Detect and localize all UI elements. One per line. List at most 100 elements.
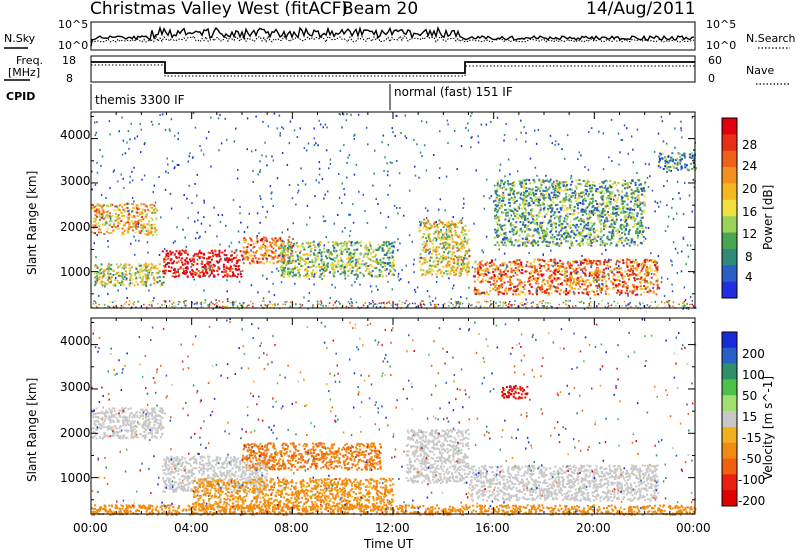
power-cell xyxy=(639,201,642,204)
power-noise-cell xyxy=(607,187,609,190)
power-cell xyxy=(532,214,535,217)
power-cell xyxy=(572,261,575,264)
power-cell xyxy=(607,293,610,296)
power-cell xyxy=(628,242,631,245)
power-cell xyxy=(564,181,567,184)
power-cell xyxy=(565,235,568,238)
power-cell xyxy=(209,251,212,254)
power-cell xyxy=(677,160,680,163)
power-cell xyxy=(518,179,521,182)
power-cell xyxy=(501,263,504,266)
power-cell xyxy=(568,263,571,266)
power-cell xyxy=(641,267,644,270)
power-cell xyxy=(615,291,618,294)
cpid-label: CPID xyxy=(6,90,35,103)
power-cell xyxy=(460,258,463,261)
power-cell xyxy=(542,279,545,282)
power-cell xyxy=(117,218,120,221)
power-cell xyxy=(570,264,573,267)
power-cell xyxy=(124,263,127,266)
power-cell xyxy=(440,236,443,239)
power-cell xyxy=(596,214,599,217)
power-cell xyxy=(440,260,443,263)
power-cell xyxy=(99,269,102,272)
power-cell xyxy=(281,264,284,267)
power-cell xyxy=(596,272,599,275)
power-cell xyxy=(528,272,531,275)
power-cell xyxy=(178,273,181,276)
power-cell xyxy=(515,289,518,292)
power-cell xyxy=(512,269,515,272)
power-cell xyxy=(558,220,561,223)
power-cell xyxy=(593,276,596,279)
power-cell xyxy=(521,218,524,221)
power-cell xyxy=(283,245,286,248)
power-cell xyxy=(637,194,640,197)
power-cell xyxy=(105,214,108,217)
power-cell xyxy=(501,224,504,227)
power-cell xyxy=(237,259,240,262)
power-cell xyxy=(583,221,586,224)
power-cell xyxy=(103,273,106,276)
power-cell xyxy=(165,253,168,256)
power-cell xyxy=(95,208,98,211)
power-cell xyxy=(538,276,541,279)
power-cell xyxy=(466,263,469,266)
power-cell xyxy=(640,279,643,282)
power-cell xyxy=(281,266,284,269)
power-cell xyxy=(114,273,117,276)
power-cell xyxy=(435,246,438,249)
power-noise-cell xyxy=(570,174,573,177)
power-cell xyxy=(613,221,616,224)
power-cell xyxy=(612,209,615,212)
power-cell xyxy=(380,261,383,264)
power-cell xyxy=(511,182,514,185)
power-cell xyxy=(588,272,591,275)
power-cell xyxy=(282,262,285,265)
power-cell xyxy=(333,275,336,278)
power-cell xyxy=(541,241,544,244)
power-noise-cell xyxy=(505,123,507,126)
power-cell xyxy=(144,262,147,265)
power-cell xyxy=(555,270,558,273)
power-cell xyxy=(474,262,477,265)
power-cell xyxy=(534,204,537,207)
power-cell xyxy=(612,206,615,209)
power-cell xyxy=(127,231,130,234)
power-cell xyxy=(581,208,584,211)
power-cell xyxy=(533,277,536,280)
power-cell xyxy=(158,263,161,266)
power-cell xyxy=(582,243,585,246)
power-cell xyxy=(546,234,549,237)
power-cell xyxy=(593,235,596,238)
power-cell xyxy=(529,228,532,231)
power-cell xyxy=(528,228,531,231)
power-cell xyxy=(574,190,577,193)
power-cell xyxy=(141,215,144,218)
power-cell xyxy=(232,274,235,277)
power-cell xyxy=(625,183,628,186)
power-cell xyxy=(299,256,302,259)
power-noise-cell xyxy=(610,234,613,237)
power-cell xyxy=(610,242,613,245)
power-noise-cell xyxy=(518,207,521,210)
power-cell xyxy=(152,208,155,211)
power-cell xyxy=(640,216,643,219)
power-cell xyxy=(605,280,608,283)
power-cell xyxy=(124,278,127,281)
power-cell xyxy=(424,227,427,230)
power-cell xyxy=(186,275,189,278)
power-cell xyxy=(615,244,618,247)
power-cell xyxy=(550,280,553,283)
power-cell xyxy=(593,184,596,187)
power-cell xyxy=(492,279,495,282)
power-cell xyxy=(473,280,476,283)
power-cell xyxy=(167,252,170,255)
power-cell xyxy=(559,186,562,189)
power-cell xyxy=(597,209,600,212)
power-cell xyxy=(639,288,642,291)
power-cell xyxy=(643,277,646,280)
power-cell xyxy=(128,209,131,212)
power-cell xyxy=(431,243,434,246)
power-noise-cell xyxy=(150,120,153,123)
